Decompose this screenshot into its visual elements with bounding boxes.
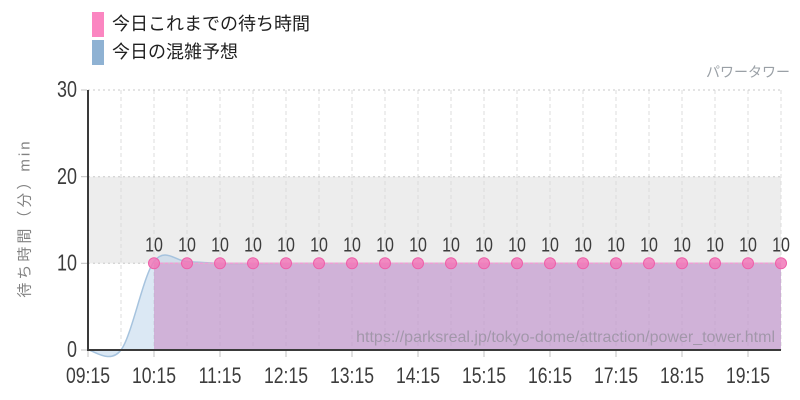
actual-wait-area: [154, 263, 781, 350]
data-point[interactable]: [511, 257, 523, 270]
point-label: 10: [310, 234, 328, 256]
data-point[interactable]: [775, 257, 787, 270]
data-point[interactable]: [577, 257, 589, 270]
legend-swatch-blue: [92, 40, 104, 65]
highlight-band: [88, 176, 781, 264]
x-tick-label: 09:15: [66, 364, 110, 388]
point-label: 10: [739, 234, 757, 256]
chart-legend: 今日これまでの待ち時間 今日の混雑予想: [92, 12, 310, 65]
data-point[interactable]: [148, 257, 160, 270]
point-label: 10: [409, 234, 427, 256]
data-point[interactable]: [742, 257, 754, 270]
x-tick-label: 16:15: [528, 364, 572, 388]
legend-swatch-pink: [92, 12, 104, 37]
point-label: 10: [706, 234, 724, 256]
data-point[interactable]: [709, 257, 721, 270]
point-label: 10: [244, 234, 262, 256]
data-point[interactable]: [478, 257, 490, 270]
x-tick-label: 18:15: [660, 364, 704, 388]
legend-item-forecast[interactable]: 今日の混雑予想: [92, 40, 310, 65]
watermark: https://parksreal.jp/tokyo-dome/attracti…: [356, 329, 775, 346]
y-tick-label: 0: [67, 337, 77, 363]
data-point[interactable]: [181, 257, 193, 270]
point-label: 10: [772, 234, 790, 256]
x-tick-label: 10:15: [132, 364, 176, 388]
x-tick-label: 14:15: [396, 364, 440, 388]
x-tick-label: 13:15: [330, 364, 374, 388]
point-label: 10: [343, 234, 361, 256]
point-label: 10: [673, 234, 691, 256]
data-point[interactable]: [544, 257, 556, 270]
point-label: 10: [508, 234, 526, 256]
x-tick-label: 11:15: [199, 364, 242, 388]
point-label: 10: [277, 234, 295, 256]
data-point[interactable]: [346, 257, 358, 270]
x-tick-label: 12:15: [264, 364, 308, 388]
point-label: 10: [442, 234, 460, 256]
y-tick-label: 20: [57, 164, 77, 190]
y-tick-label: 30: [57, 77, 77, 103]
y-axis-title: 待ち時間（分）min: [16, 138, 34, 298]
x-tick-label: 19:15: [726, 364, 770, 388]
data-point[interactable]: [610, 257, 622, 270]
data-point[interactable]: [379, 257, 391, 270]
data-point[interactable]: [313, 257, 325, 270]
legend-label-forecast: 今日の混雑予想: [112, 42, 238, 62]
y-tick-label: 10: [57, 250, 77, 276]
data-point[interactable]: [445, 257, 457, 270]
point-label: 10: [607, 234, 625, 256]
data-point[interactable]: [247, 257, 259, 270]
data-point[interactable]: [280, 257, 292, 270]
x-tick-label: 15:15: [462, 364, 506, 388]
attraction-name: パワータワー: [706, 64, 790, 80]
point-label: 10: [211, 234, 229, 256]
data-point[interactable]: [214, 257, 226, 270]
data-point[interactable]: [643, 257, 655, 270]
point-label: 10: [376, 234, 394, 256]
legend-label-actual-wait: 今日これまでの待ち時間: [112, 14, 310, 34]
data-point[interactable]: [412, 257, 424, 270]
legend-item-actual-wait[interactable]: 今日これまでの待ち時間: [92, 12, 310, 37]
point-label: 10: [475, 234, 493, 256]
x-tick-label: 17:15: [594, 364, 638, 388]
point-label: 10: [178, 234, 196, 256]
point-label: 10: [640, 234, 658, 256]
point-label: 10: [541, 234, 559, 256]
point-label: 10: [574, 234, 592, 256]
point-label: 10: [145, 234, 163, 256]
data-point[interactable]: [676, 257, 688, 270]
